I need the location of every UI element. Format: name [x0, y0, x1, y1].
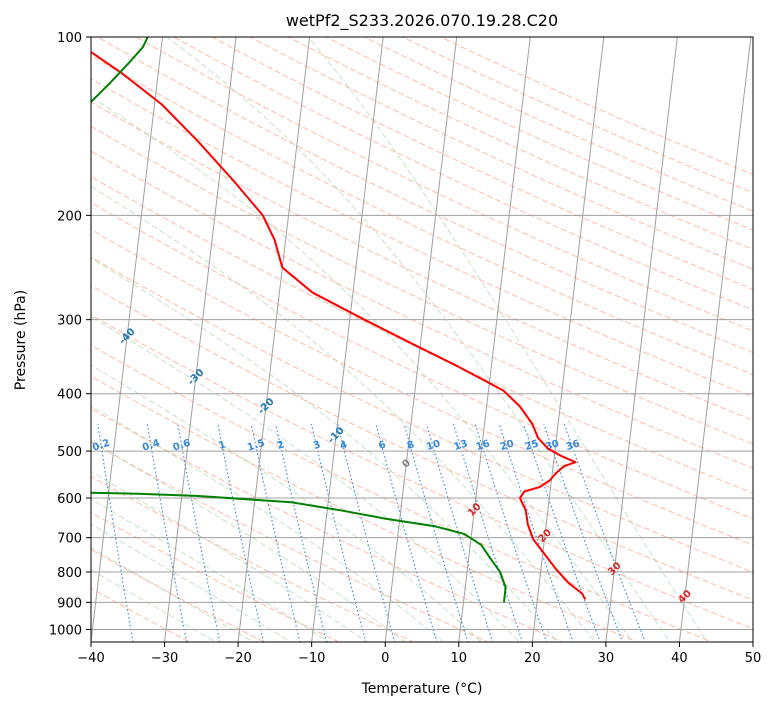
mixing-ratio-label: 1 — [217, 439, 227, 452]
dry-adiabat — [363, 37, 753, 212]
mixing-ratio-label: 3 — [312, 439, 322, 452]
y-axis-ticks: 1000 900 800 700 600 500 400 300 200 100 — [49, 31, 91, 638]
temperature-profile-line — [91, 50, 587, 600]
mixing-ratio-label: 6 — [377, 439, 387, 452]
dry-adiabat — [91, 101, 753, 421]
dry-adiabat — [401, 37, 753, 194]
plot-frame — [90, 36, 754, 643]
dry-adiabat — [91, 228, 753, 546]
dry-adiabat — [211, 37, 753, 290]
mixing-ratio-line — [146, 423, 188, 642]
y-tick-label: 400 — [57, 388, 82, 403]
isotherm — [384, 37, 458, 642]
mixing-ratio-line — [275, 423, 328, 642]
isotherm — [605, 37, 678, 642]
dry-adiabat — [91, 54, 753, 376]
dry-adiabat — [91, 314, 753, 630]
y-tick-label: 600 — [57, 492, 82, 507]
dry-adiabat — [96, 37, 753, 354]
x-tick-label: 20 — [524, 651, 541, 666]
dry-adiabat — [91, 475, 415, 642]
moist-adiabat — [91, 569, 218, 642]
y-axis-label: Pressure (hPa) — [13, 290, 29, 390]
mixing-ratio-label: 1.5 — [246, 438, 266, 454]
isobars — [91, 37, 753, 630]
x-axis-ticks: −40 −30 −20 −10 0 10 20 30 40 50 — [77, 642, 761, 666]
isotherm — [678, 37, 752, 642]
dry-adiabat — [134, 37, 753, 332]
mixing-ratio-line — [543, 423, 624, 642]
x-tick-label: 10 — [451, 651, 468, 666]
dry-adiabat — [91, 344, 714, 642]
dry-adiabat — [439, 37, 753, 175]
dry-adiabat — [91, 202, 753, 520]
mixing-ratio-line — [177, 423, 221, 642]
y-tick-label: 700 — [57, 532, 82, 547]
isotherm — [311, 37, 384, 642]
moist-adiabat — [91, 257, 558, 642]
isotherm — [531, 37, 605, 642]
y-tick-label: 300 — [57, 314, 82, 329]
mixing-ratio-line — [426, 423, 494, 642]
dry-adiabat — [287, 37, 753, 251]
dry-adiabat — [91, 256, 753, 573]
y-tick-label: 800 — [57, 566, 82, 581]
mixing-ratio-label: 10 — [425, 438, 442, 453]
moist-adiabat — [91, 547, 255, 642]
mixing-ratio-line — [453, 423, 524, 642]
y-tick-label: 100 — [57, 31, 82, 46]
dry-adiabats — [91, 37, 753, 642]
y-tick-label: 900 — [57, 596, 82, 611]
x-tick-label: −40 — [77, 651, 104, 666]
dry-adiabat — [91, 77, 753, 398]
x-tick-label: 50 — [745, 651, 762, 666]
mixing-ratio-line — [97, 423, 134, 642]
isotherms — [91, 37, 753, 642]
mixing-ratio-line — [474, 423, 548, 642]
mixing-ratio-label: 0.6 — [172, 438, 192, 454]
mixing-ratio-label: 2 — [276, 439, 286, 452]
chart-title: wetPf2_S233.2026.070.19.28.C20 — [286, 11, 558, 31]
mixing-ratio-label: 13 — [453, 438, 470, 453]
mixing-ratio-line — [523, 423, 601, 642]
mixing-ratio-lines — [97, 423, 646, 642]
dry-adiabat — [172, 37, 753, 311]
mixing-ratio-line — [498, 423, 574, 642]
mixing-ratio-label: 20 — [499, 438, 516, 453]
isotherm — [237, 37, 311, 642]
mixing-ratio-line — [403, 423, 469, 642]
plot-area: 0.10.20.40.611.52346810131620253036-100-… — [91, 37, 753, 642]
x-axis-label: Temperature (°C) — [361, 681, 483, 697]
x-tick-label: −30 — [151, 651, 178, 666]
isotherm — [164, 37, 237, 642]
moist-adiabat — [91, 523, 292, 642]
profiles — [91, 37, 587, 603]
mixing-ratio-label: 36 — [565, 438, 582, 453]
mixing-ratio-line — [563, 423, 646, 642]
x-tick-label: 0 — [381, 651, 389, 666]
mixing-ratio-label: 16 — [475, 438, 492, 453]
y-tick-label: 500 — [57, 445, 82, 460]
mixing-ratio-label: 4 — [339, 439, 349, 452]
isotherm — [91, 37, 163, 642]
isotherm — [458, 37, 531, 642]
dry-adiabat — [91, 125, 753, 445]
y-tick-label: 200 — [57, 209, 82, 224]
dewpoint-profile-line — [91, 37, 507, 603]
mixing-ratio-label: 8 — [406, 439, 416, 452]
mixing-ratio-label: 0.4 — [141, 438, 161, 454]
x-tick-label: −10 — [298, 651, 325, 666]
moist-adiabat — [166, 37, 671, 642]
mixing-ratio-label: 25 — [524, 438, 541, 453]
dry-adiabat — [91, 511, 340, 642]
mixing-ratio-label: 0.2 — [91, 438, 111, 454]
dry-adiabat — [91, 285, 753, 601]
x-tick-label: 40 — [671, 651, 688, 666]
y-tick-label: 1000 — [49, 623, 82, 638]
x-tick-label: 30 — [598, 651, 615, 666]
dry-adiabat — [91, 150, 753, 469]
x-tick-label: −20 — [224, 651, 251, 666]
